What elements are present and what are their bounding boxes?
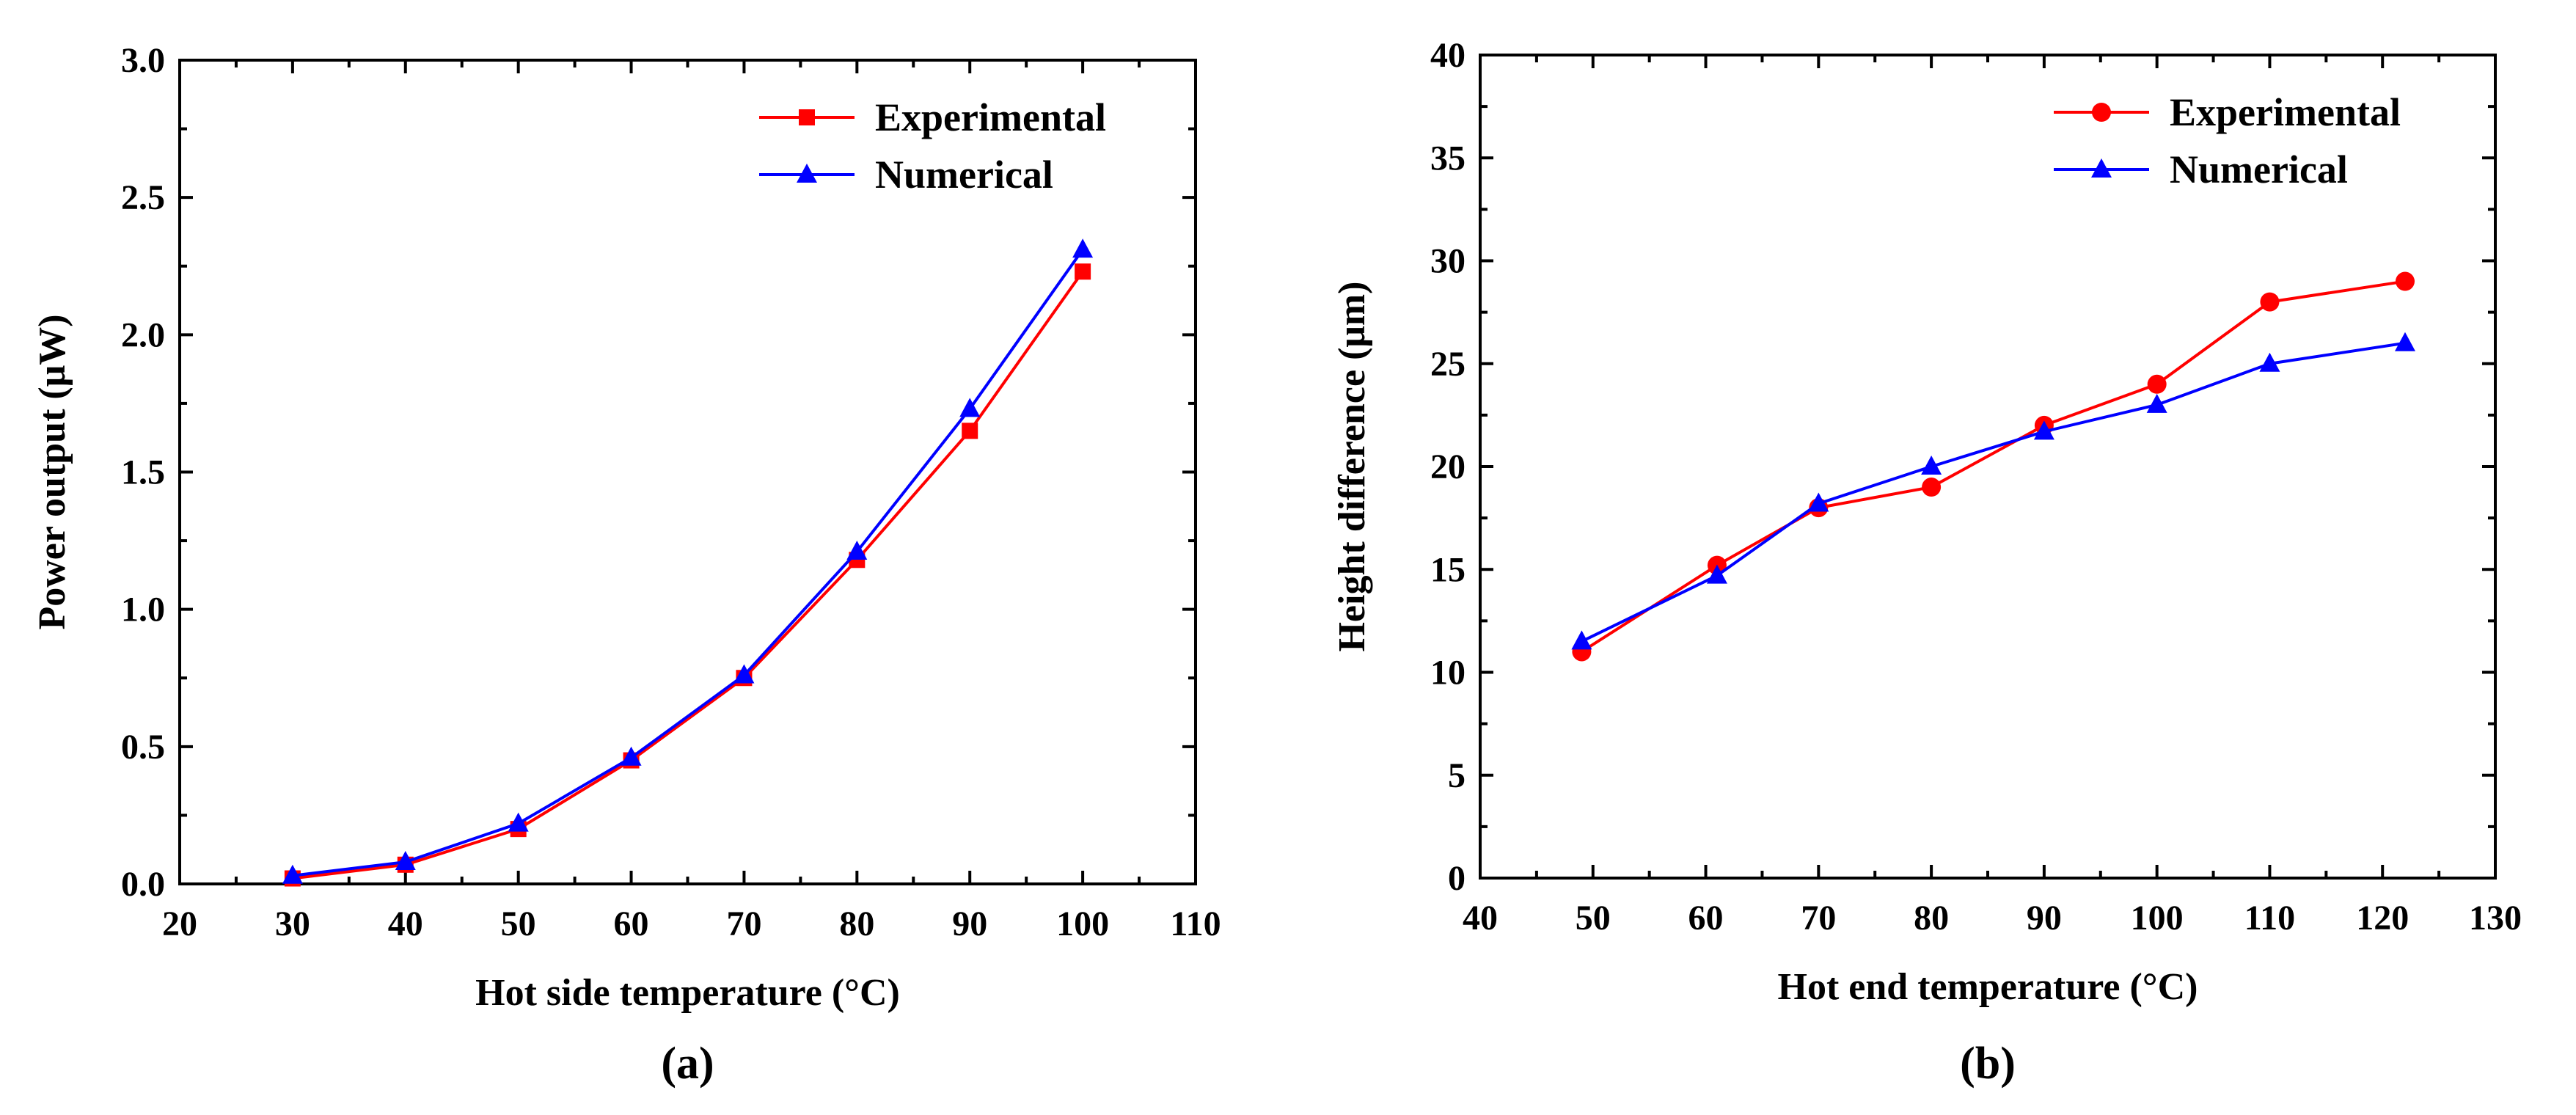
data-point-experimental	[962, 423, 978, 439]
y-tick-label: 2.0	[121, 315, 165, 354]
x-tick-label: 60	[1688, 899, 1724, 937]
legend-marker-numerical	[797, 164, 817, 183]
x-tick-label: 100	[1056, 904, 1109, 943]
x-tick-label: 110	[2244, 899, 2295, 937]
data-point-numerical	[1072, 238, 1094, 258]
x-axis-title: Hot end temperature (°C)	[1778, 966, 2198, 1008]
legend-label-numerical: Numerical	[2170, 147, 2348, 191]
x-tick-label: 30	[275, 904, 310, 943]
data-point-numerical	[2033, 420, 2054, 440]
x-tick-label: 50	[1576, 899, 1611, 937]
y-tick-label: 0.0	[121, 865, 165, 904]
y-tick-label: 20	[1430, 447, 1466, 486]
data-point-experimental	[1922, 478, 1942, 497]
x-tick-label: 130	[2469, 899, 2522, 937]
y-tick-label: 10	[1430, 654, 1466, 692]
y-tick-label: 1.0	[121, 591, 165, 629]
data-point-numerical	[2394, 332, 2415, 351]
data-point-numerical	[959, 398, 981, 417]
x-tick-label: 50	[501, 904, 536, 943]
data-point-numerical	[846, 541, 868, 560]
legend-label-experimental: Experimental	[2170, 90, 2401, 134]
series-line-numerical	[292, 249, 1084, 877]
y-axis-title: Power output (μW)	[32, 314, 73, 629]
chart-panel-a: 20 30 40 50 60 70 80 90 100 110 0.0 0.5 1.0 1.5 2.0 2.5…	[32, 41, 1221, 1089]
x-tick-label: 120	[2356, 899, 2409, 937]
x-tick-label: 40	[388, 904, 423, 943]
y-tick-label: 0.5	[121, 728, 165, 767]
legend-label-numerical: Numerical	[875, 153, 1053, 197]
legend-label-experimental: Experimental	[875, 95, 1106, 139]
data-point-numerical	[2146, 393, 2167, 413]
y-tick-label: 15	[1430, 550, 1466, 589]
data-point-numerical	[1808, 492, 1829, 512]
x-tick-label: 60	[614, 904, 649, 943]
y-tick-label: 30	[1430, 242, 1466, 281]
data-point-experimental	[2395, 271, 2415, 291]
data-point-experimental	[2260, 292, 2280, 312]
data-point-numerical	[2259, 352, 2280, 372]
x-axis-title: Hot side temperature (°C)	[475, 972, 900, 1014]
y-tick-label: 0	[1448, 859, 1466, 898]
y-tick-label: 2.5	[121, 178, 165, 217]
data-point-numerical	[1706, 564, 1727, 584]
data-point-numerical	[733, 664, 755, 684]
data-point-numerical	[395, 851, 416, 871]
data-point-experimental	[1075, 263, 1091, 280]
y-tick-label: 25	[1430, 345, 1466, 384]
y-tick-label: 35	[1430, 139, 1466, 178]
panel-label: (b)	[1960, 1039, 2016, 1089]
x-tick-label: 70	[726, 904, 761, 943]
data-point-numerical	[508, 812, 529, 832]
x-tick-label: 110	[1170, 904, 1221, 943]
y-tick-label: 3.0	[121, 41, 165, 80]
data-point-numerical	[1571, 630, 1592, 650]
x-tick-label: 20	[162, 904, 197, 943]
legend-marker-experimental	[2092, 103, 2111, 122]
series-line-numerical	[1581, 341, 2406, 643]
series-line-experimental	[292, 271, 1084, 880]
legend-marker-experimental	[799, 109, 815, 125]
series-line-experimental	[1581, 279, 2406, 654]
x-tick-label: 40	[1463, 899, 1498, 937]
x-tick-label: 90	[2027, 899, 2062, 937]
legend-marker-numerical	[2091, 158, 2112, 178]
panel-label: (a)	[661, 1039, 714, 1089]
x-tick-label: 80	[839, 904, 874, 943]
y-tick-label: 40	[1430, 36, 1466, 75]
chart-panel-b: 40 50 60 70 80 90 100 110 120 130 0 5 10 15 20 25 30 35 40…	[1331, 36, 2522, 1089]
data-point-numerical	[1921, 456, 1942, 475]
data-point-numerical	[621, 746, 642, 766]
data-point-numerical	[282, 864, 303, 884]
data-point-experimental	[2147, 374, 2167, 394]
y-tick-label: 1.5	[121, 453, 165, 492]
x-tick-label: 70	[1801, 899, 1836, 937]
y-tick-label: 5	[1448, 756, 1466, 795]
x-tick-label: 90	[952, 904, 987, 943]
x-tick-label: 80	[1914, 899, 1949, 937]
y-axis-title: Height difference (μm)	[1331, 281, 1373, 651]
x-tick-label: 100	[2131, 899, 2184, 937]
